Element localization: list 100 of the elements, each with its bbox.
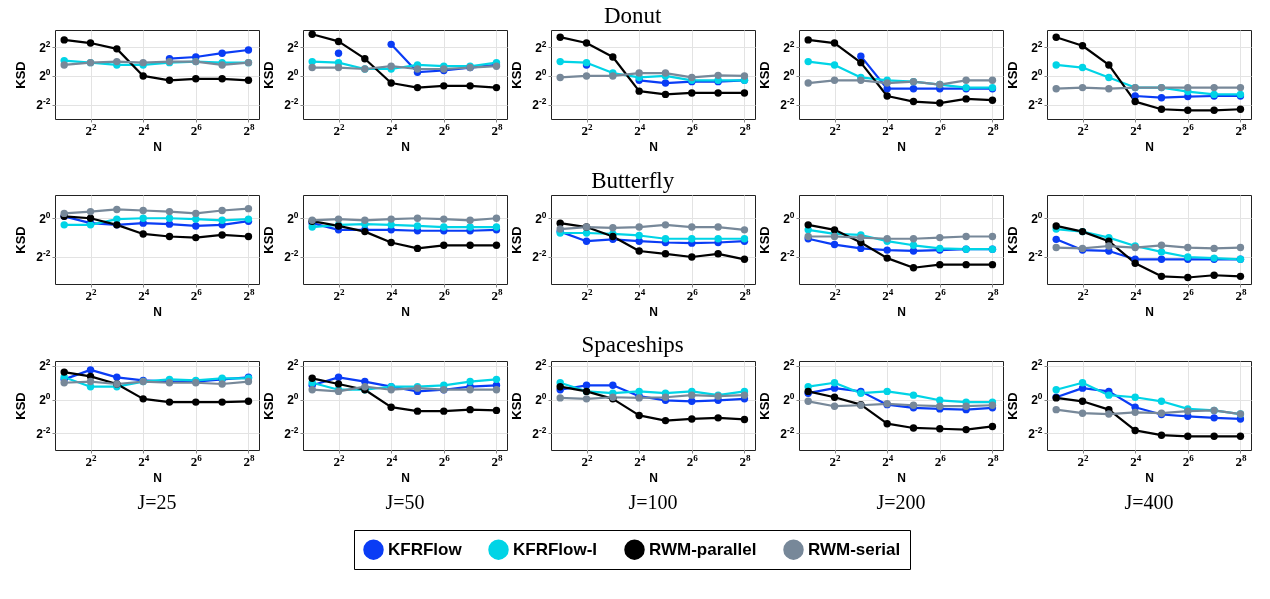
x-tick-label: 2$^{2}$ bbox=[829, 452, 841, 469]
x-axis-title: N bbox=[649, 470, 658, 485]
y-axis-title: KSD bbox=[12, 226, 28, 254]
legend-label: KFRFlow bbox=[388, 539, 463, 559]
y-tick-label: 2$^{-2}$ bbox=[1028, 248, 1043, 265]
x-tick-label: 2$^{8}$ bbox=[739, 452, 751, 469]
y-tick-label: 2$^{-2}$ bbox=[532, 424, 547, 441]
x-axis-title: N bbox=[401, 139, 410, 154]
x-tick-label: 2$^{6}$ bbox=[1182, 121, 1195, 138]
y-axis-title: KSD bbox=[260, 61, 276, 89]
x-axis-title: N bbox=[1145, 304, 1154, 319]
x-tick-label: 2$^{6}$ bbox=[1182, 286, 1195, 303]
y-tick-label: 2$^{-2}$ bbox=[36, 248, 51, 265]
x-tick-label: 2$^{4}$ bbox=[1130, 121, 1142, 138]
x-tick-label: 2$^{4}$ bbox=[882, 121, 894, 138]
y-tick-label: 2$^{0}$ bbox=[39, 67, 51, 84]
x-tick-label: 2$^{2}$ bbox=[85, 121, 97, 138]
x-tick-label: 2$^{6}$ bbox=[934, 286, 947, 303]
y-tick-label: 2$^{0}$ bbox=[39, 391, 51, 408]
x-tick-label: 2$^{6}$ bbox=[934, 121, 947, 138]
x-tick-label: 2$^{8}$ bbox=[491, 452, 503, 469]
y-axis-title: KSD bbox=[1004, 226, 1020, 254]
y-tick-label: 2$^{-2}$ bbox=[284, 424, 299, 441]
x-tick-label: 2$^{4}$ bbox=[1130, 286, 1142, 303]
x-axis-title: N bbox=[897, 139, 906, 154]
text: J=200 bbox=[876, 491, 926, 513]
x-tick-label: 2$^{2}$ bbox=[581, 121, 593, 138]
x-axis-title: N bbox=[401, 304, 410, 319]
text: J=100 bbox=[628, 491, 678, 513]
y-tick-label: 2$^{-2}$ bbox=[1028, 424, 1043, 441]
y-axis-title: KSD bbox=[508, 61, 524, 89]
y-tick-label: 2$^{0}$ bbox=[783, 391, 795, 408]
x-tick-label: 2$^{6}$ bbox=[190, 452, 203, 469]
y-tick-label: 2$^{0}$ bbox=[287, 391, 299, 408]
y-axis-title: KSD bbox=[1004, 392, 1020, 420]
x-tick-label: 2$^{2}$ bbox=[581, 286, 593, 303]
y-tick-label: 2$^{2}$ bbox=[535, 38, 547, 55]
y-axis-title: KSD bbox=[756, 392, 772, 420]
x-tick-label: 2$^{8}$ bbox=[243, 452, 255, 469]
y-tick-label: 2$^{0}$ bbox=[783, 67, 795, 84]
x-tick-label: 2$^{6}$ bbox=[438, 121, 451, 138]
y-tick-label: 2$^{0}$ bbox=[287, 67, 299, 84]
y-tick-label: 2$^{-2}$ bbox=[780, 96, 795, 113]
x-tick-label: 2$^{6}$ bbox=[190, 121, 203, 138]
text: J=25 bbox=[137, 491, 177, 513]
y-tick-label: 2$^{2}$ bbox=[39, 357, 51, 374]
chart-title: Donut bbox=[603, 2, 663, 28]
y-axis-title: KSD bbox=[756, 226, 772, 254]
x-tick-label: 2$^{6}$ bbox=[438, 286, 451, 303]
y-axis-title: KSD bbox=[12, 61, 28, 89]
y-axis-title: KSD bbox=[508, 392, 524, 420]
y-axis-title: KSD bbox=[756, 61, 772, 89]
y-tick-label: 2$^{0}$ bbox=[535, 209, 547, 226]
x-tick-label: 2$^{8}$ bbox=[243, 121, 255, 138]
x-tick-label: 2$^{6}$ bbox=[934, 452, 947, 469]
y-tick-label: 2$^{-2}$ bbox=[284, 96, 299, 113]
chart-title: Spaceships bbox=[581, 332, 684, 358]
y-axis-title: KSD bbox=[12, 392, 28, 420]
x-tick-label: 2$^{2}$ bbox=[829, 121, 841, 138]
x-tick-label: 2$^{2}$ bbox=[333, 452, 345, 469]
y-tick-label: 2$^{0}$ bbox=[39, 209, 51, 226]
x-tick-label: 2$^{2}$ bbox=[1077, 452, 1089, 469]
x-tick-label: 2$^{2}$ bbox=[1077, 121, 1089, 138]
x-tick-label: 2$^{8}$ bbox=[1235, 452, 1247, 469]
y-tick-label: 2$^{-2}$ bbox=[1028, 96, 1043, 113]
y-tick-label: 2$^{0}$ bbox=[783, 209, 795, 226]
x-tick-label: 2$^{4}$ bbox=[882, 286, 894, 303]
y-tick-label: 2$^{0}$ bbox=[1031, 391, 1043, 408]
x-tick-label: 2$^{2}$ bbox=[333, 121, 345, 138]
x-axis-title: N bbox=[401, 470, 410, 485]
legend-label: RWM-serial bbox=[808, 539, 901, 559]
x-axis-title: N bbox=[897, 304, 906, 319]
x-axis-title: N bbox=[897, 470, 906, 485]
x-tick-label: 2$^{2}$ bbox=[829, 286, 841, 303]
y-tick-label: 2$^{0}$ bbox=[535, 391, 547, 408]
x-tick-label: 2$^{4}$ bbox=[634, 286, 646, 303]
text: J=400 bbox=[1124, 491, 1174, 513]
y-tick-label: 2$^{2}$ bbox=[287, 38, 299, 55]
x-tick-label: 2$^{2}$ bbox=[85, 452, 97, 469]
x-tick-label: 2$^{8}$ bbox=[987, 121, 999, 138]
y-tick-label: 2$^{-2}$ bbox=[780, 248, 795, 265]
y-tick-label: 2$^{0}$ bbox=[1031, 209, 1043, 226]
x-axis-title: N bbox=[1145, 139, 1154, 154]
x-tick-label: 2$^{6}$ bbox=[190, 286, 203, 303]
x-tick-label: 2$^{2}$ bbox=[1077, 286, 1089, 303]
y-tick-label: 2$^{-2}$ bbox=[780, 424, 795, 441]
legend-label: RWM-parallel bbox=[649, 539, 757, 559]
x-tick-label: 2$^{6}$ bbox=[686, 121, 699, 138]
x-tick-label: 2$^{8}$ bbox=[243, 286, 255, 303]
x-tick-label: 2$^{2}$ bbox=[85, 286, 97, 303]
y-tick-label: 2$^{0}$ bbox=[535, 67, 547, 84]
x-tick-label: 2$^{8}$ bbox=[987, 452, 999, 469]
x-tick-label: 2$^{8}$ bbox=[491, 286, 503, 303]
x-tick-label: 2$^{6}$ bbox=[686, 286, 699, 303]
x-tick-label: 2$^{4}$ bbox=[634, 121, 646, 138]
y-axis-title: KSD bbox=[1004, 61, 1020, 89]
y-axis-title: KSD bbox=[508, 226, 524, 254]
y-axis-title: KSD bbox=[260, 392, 276, 420]
y-tick-label: 2$^{2}$ bbox=[535, 357, 547, 374]
x-tick-label: 2$^{8}$ bbox=[987, 286, 999, 303]
